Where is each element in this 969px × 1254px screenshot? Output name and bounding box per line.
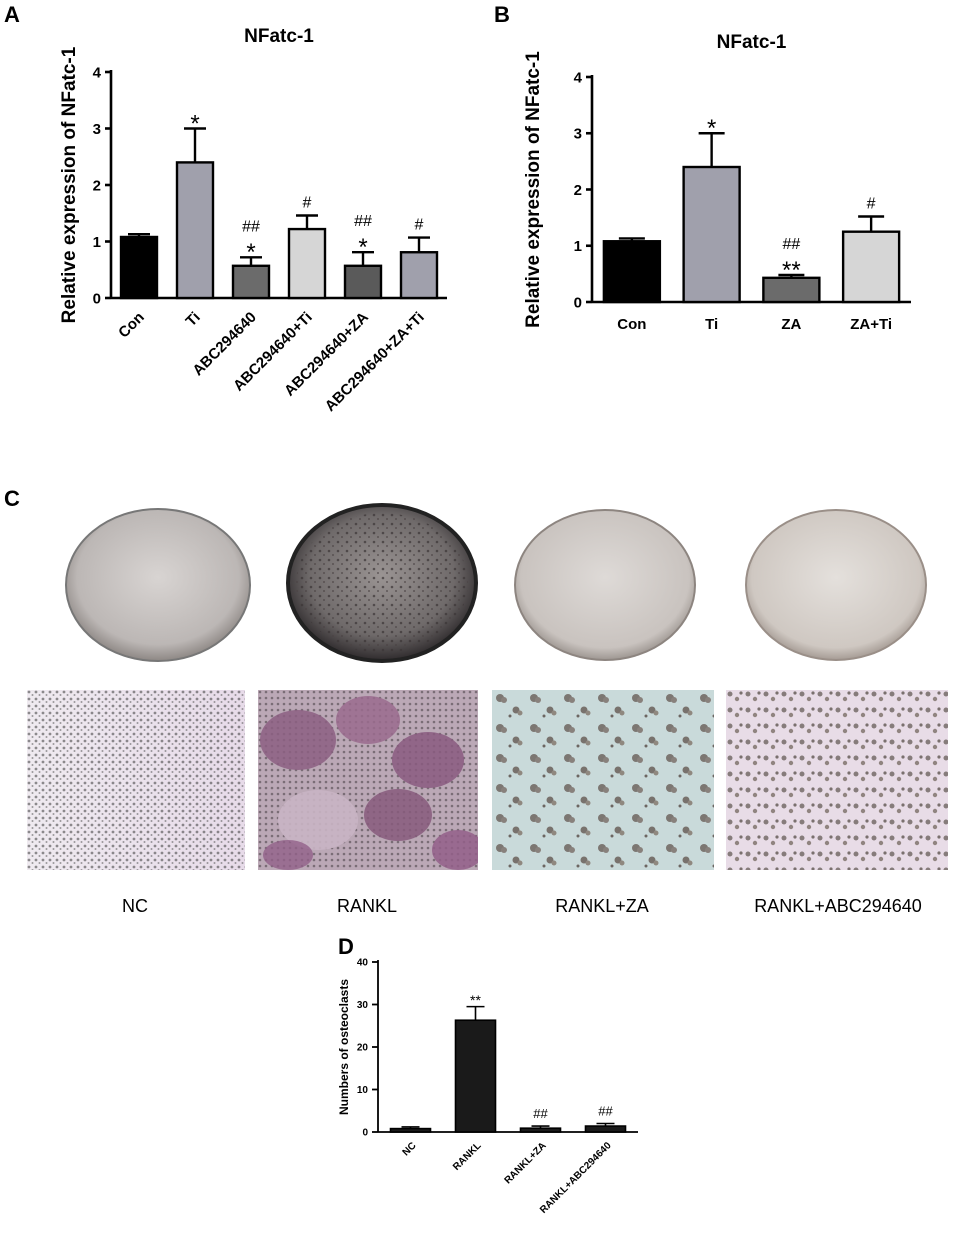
category-label: Ti xyxy=(183,309,204,330)
significance-label: * xyxy=(246,239,255,266)
significance-label: ## xyxy=(782,236,800,253)
chart-d: 0 10 20 30 40 Numbers of osteoclasts NC ** RANKL… xyxy=(338,958,638,1216)
significance-label: ** xyxy=(782,257,801,284)
significance-label: * xyxy=(190,110,199,137)
y-axis-label: Relative expression of NFatc-1 xyxy=(59,46,80,323)
y-axis-label: Numbers of osteoclasts xyxy=(338,979,351,1115)
chart-a: NFatc-1 0 1 2 3 4 Relative expression of NFatc… xyxy=(59,26,447,415)
group-label-rankl-za: RANKL+ZA xyxy=(555,896,649,916)
category-label: ZA xyxy=(781,316,801,333)
chart-title: NFatc-1 xyxy=(717,32,787,53)
category-label: NC xyxy=(401,1140,419,1158)
petri-dish-rankl-za xyxy=(514,509,696,661)
y-tick-label: 3 xyxy=(574,126,582,143)
significance-label: ** xyxy=(470,992,481,1008)
y-tick-label: 2 xyxy=(574,182,582,199)
chart-b: NFatc-1 0 1 2 3 4 Relative expression of NFatc… xyxy=(523,32,911,333)
category-label: RANKL+ABC294640 xyxy=(538,1140,614,1216)
significance-label: # xyxy=(867,196,876,213)
y-tick-label: 10 xyxy=(357,1085,369,1096)
bar-3 xyxy=(841,230,901,304)
bar-5 xyxy=(399,251,439,300)
y-tick-label: 30 xyxy=(357,1000,369,1011)
petri-dish-rankl-abc294640 xyxy=(745,509,927,661)
category-label: ABC294640+ZA+Ti xyxy=(322,309,428,415)
panel-letter-c: C xyxy=(4,486,20,511)
significance-label: # xyxy=(303,195,312,212)
group-label-nc: NC xyxy=(122,896,148,916)
category-label: Con xyxy=(115,309,148,342)
significance-label: ## xyxy=(242,218,260,235)
bar-1 xyxy=(682,165,741,304)
category-label: RANKL xyxy=(451,1140,484,1173)
category-label: Con xyxy=(617,316,646,333)
bar-4 xyxy=(343,264,383,300)
significance-label: * xyxy=(358,234,367,261)
significance-label: ## xyxy=(598,1104,613,1119)
y-tick-label: 3 xyxy=(93,121,101,138)
bar-3 xyxy=(584,1125,627,1133)
bar-1 xyxy=(175,161,215,300)
bar-0 xyxy=(602,240,662,304)
y-tick-label: 40 xyxy=(357,958,369,969)
petri-dish-rankl xyxy=(286,503,478,663)
y-tick-label: 4 xyxy=(574,69,583,86)
y-tick-label: 0 xyxy=(574,294,582,311)
bar-2 xyxy=(231,264,271,300)
petri-dish-nc xyxy=(65,508,251,662)
category-label: ZA+Ti xyxy=(850,316,892,333)
significance-label: ## xyxy=(533,1106,548,1121)
y-axis-label: Relative expression of NFatc-1 xyxy=(523,51,544,328)
y-tick-label: 0 xyxy=(93,290,101,307)
significance-label: * xyxy=(707,115,716,142)
significance-label: # xyxy=(415,217,424,234)
micrograph-rankl-za xyxy=(492,690,714,870)
y-tick-label: 2 xyxy=(93,177,101,194)
category-label: RANKL+ZA xyxy=(503,1140,549,1186)
panel-letter-d: D xyxy=(338,934,354,959)
significance-label: ## xyxy=(354,213,372,230)
micrograph-rankl-abc294640 xyxy=(726,690,948,870)
bar-3 xyxy=(287,227,327,300)
y-tick-label: 0 xyxy=(362,1128,368,1139)
micrograph-rankl xyxy=(258,690,478,870)
panel-letter-b: B xyxy=(494,2,510,27)
bar-2 xyxy=(762,276,821,304)
bar-2 xyxy=(519,1127,562,1133)
panel-letter-a: A xyxy=(4,2,20,27)
micrograph-nc xyxy=(27,690,245,870)
y-tick-label: 1 xyxy=(93,234,101,251)
y-tick-label: 4 xyxy=(93,64,102,81)
y-tick-label: 20 xyxy=(357,1043,369,1054)
bar-1 xyxy=(454,1019,497,1133)
chart-title: NFatc-1 xyxy=(244,26,314,47)
bar-0 xyxy=(119,235,159,300)
group-label-rankl-abc294640: RANKL+ABC294640 xyxy=(754,896,922,916)
bar-0 xyxy=(389,1127,432,1133)
group-label-rankl: RANKL xyxy=(336,896,398,916)
category-label: Ti xyxy=(705,316,718,333)
y-tick-label: 1 xyxy=(574,238,582,255)
